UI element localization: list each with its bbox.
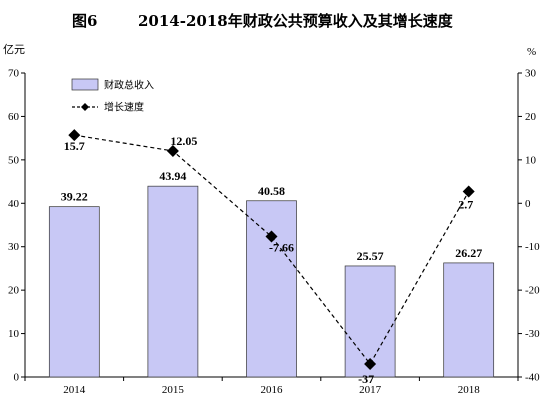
- y-tick-label-right: -40: [525, 372, 540, 384]
- y-tick-label-left: 50: [8, 154, 20, 166]
- y-tick-label-left: 60: [8, 111, 20, 123]
- y-tick-label-left: 10: [8, 328, 20, 340]
- bar-value-label: 43.94: [159, 169, 186, 183]
- x-tick-label: 2018: [458, 384, 481, 396]
- y-tick-label-right: -20: [525, 285, 540, 297]
- bar-value-label: 39.22: [61, 190, 88, 204]
- growth-point: [364, 357, 377, 370]
- y-unit-right: %: [527, 46, 536, 58]
- x-tick-label: 2016: [261, 384, 284, 396]
- growth-point: [68, 129, 81, 142]
- bar: [48, 206, 100, 378]
- bar-value-label: 26.27: [455, 246, 482, 260]
- x-tick-label: 2014: [63, 384, 86, 396]
- growth-point: [462, 185, 475, 198]
- y-tick-label-right: 20: [525, 111, 537, 123]
- y-tick-label-right: 30: [525, 68, 537, 80]
- x-tick-label: 2017: [359, 384, 382, 396]
- y-tick-label-right: -30: [525, 328, 540, 340]
- figure-number: 图6: [72, 12, 98, 30]
- growth-point: [166, 144, 179, 157]
- y-tick-label-right: 0: [525, 198, 531, 210]
- bar: [147, 185, 199, 378]
- legend-marker: [81, 103, 89, 111]
- bar: [246, 200, 297, 378]
- y-tick-label-right: -10: [525, 241, 540, 253]
- x-tick-label: 2015: [162, 384, 185, 396]
- growth-value-label: -7.66: [269, 241, 294, 255]
- growth-value-label: 2.7: [458, 198, 473, 212]
- y-tick-label-left: 20: [8, 285, 20, 297]
- title-text: 2014-2018年财政公共预算收入及其增长速度: [138, 12, 453, 30]
- bar-value-label: 40.58: [258, 184, 285, 198]
- growth-line: [74, 134, 470, 366]
- y-tick-label-right: 10: [525, 154, 537, 166]
- growth-value-label: 12.05: [170, 134, 197, 148]
- y-unit-left: 亿元: [3, 43, 25, 56]
- legend-label-line: 增长速度: [104, 101, 144, 114]
- bar: [344, 265, 396, 378]
- y-tick-label-left: 70: [8, 68, 20, 80]
- legend-swatch-bar: [71, 78, 99, 91]
- legend-label-bar: 财政总收入: [104, 79, 154, 92]
- bar: [443, 262, 495, 378]
- y-tick-label-left: 0: [14, 372, 20, 384]
- growth-value-label: 15.7: [64, 139, 85, 153]
- bar-value-label: 25.57: [357, 249, 384, 263]
- growth-value-label: -37: [358, 372, 374, 386]
- growth-point: [265, 230, 278, 243]
- y-tick-label-left: 40: [8, 198, 20, 210]
- y-tick-label-left: 30: [8, 241, 20, 253]
